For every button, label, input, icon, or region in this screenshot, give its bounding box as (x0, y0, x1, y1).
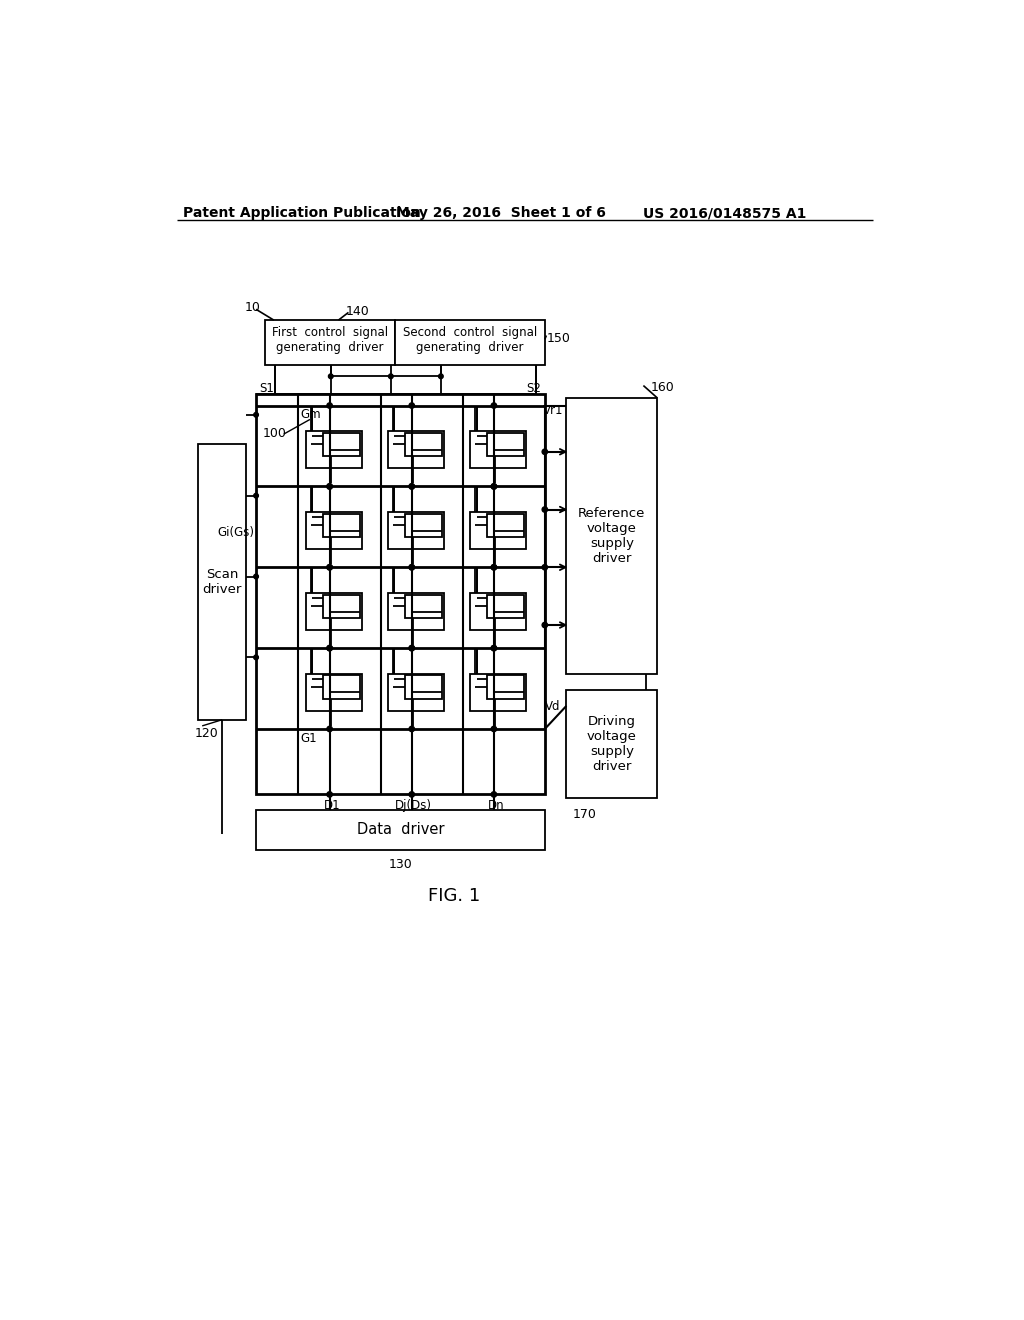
Bar (566, 397, 657, 673)
Circle shape (409, 792, 415, 797)
Bar (323, 513, 360, 537)
Text: Dn: Dn (487, 799, 505, 812)
Bar (470, 593, 526, 630)
Circle shape (409, 565, 415, 570)
Circle shape (327, 565, 333, 570)
Bar (265, 321, 394, 364)
Circle shape (492, 483, 497, 490)
Circle shape (327, 792, 333, 797)
Circle shape (409, 645, 415, 651)
Bar (388, 432, 443, 469)
Circle shape (327, 403, 333, 408)
Bar (470, 512, 526, 549)
Bar (306, 593, 361, 630)
Circle shape (409, 726, 415, 731)
Circle shape (492, 792, 497, 797)
Text: US 2016/0148575 A1: US 2016/0148575 A1 (643, 206, 806, 220)
Text: G1: G1 (301, 733, 317, 744)
Circle shape (438, 374, 443, 379)
Text: Scan
driver: Scan driver (203, 568, 242, 595)
Circle shape (492, 403, 497, 408)
Bar (470, 432, 526, 469)
Bar (487, 594, 524, 618)
Text: Gi(Gs): Gi(Gs) (217, 527, 255, 540)
Text: 120: 120 (195, 727, 218, 741)
Bar (199, 444, 246, 719)
Circle shape (492, 483, 497, 490)
Bar (306, 675, 361, 711)
Bar (406, 594, 442, 618)
Bar (256, 395, 545, 795)
Bar (323, 594, 360, 618)
Bar (470, 675, 526, 711)
Bar (388, 675, 443, 711)
Circle shape (409, 483, 415, 490)
Text: 10: 10 (245, 301, 260, 314)
Circle shape (542, 622, 548, 628)
Bar (487, 433, 524, 455)
Circle shape (254, 494, 258, 498)
Circle shape (542, 507, 548, 512)
Bar (394, 321, 545, 364)
Bar (323, 676, 360, 698)
Circle shape (327, 483, 333, 490)
Text: Driving
voltage
supply
driver: Driving voltage supply driver (587, 715, 637, 774)
Text: Vd: Vd (545, 700, 560, 713)
Circle shape (492, 645, 497, 651)
Circle shape (542, 449, 548, 454)
Text: 150: 150 (547, 331, 571, 345)
Text: 170: 170 (572, 808, 596, 821)
Text: Second  control  signal
generating  driver: Second control signal generating driver (402, 326, 537, 354)
Text: May 26, 2016  Sheet 1 of 6: May 26, 2016 Sheet 1 of 6 (396, 206, 606, 220)
Bar (306, 512, 361, 549)
Circle shape (492, 565, 497, 570)
Bar (566, 690, 657, 799)
Text: Data  driver: Data driver (356, 822, 444, 837)
Circle shape (327, 726, 333, 731)
Text: S1: S1 (259, 381, 274, 395)
Bar (388, 593, 443, 630)
Circle shape (327, 645, 333, 651)
Text: 100: 100 (262, 428, 286, 440)
Bar (406, 513, 442, 537)
Circle shape (542, 565, 548, 570)
Text: S2: S2 (526, 381, 542, 395)
Circle shape (327, 483, 333, 490)
Circle shape (409, 483, 415, 490)
Circle shape (492, 645, 497, 651)
Circle shape (254, 574, 258, 578)
Circle shape (492, 565, 497, 570)
Bar (388, 512, 443, 549)
Bar (487, 513, 524, 537)
Text: D1: D1 (324, 799, 340, 812)
Bar (406, 676, 442, 698)
Text: Gm: Gm (301, 408, 322, 421)
Text: Dj(Ds): Dj(Ds) (395, 799, 432, 812)
Circle shape (388, 374, 393, 379)
Circle shape (409, 645, 415, 651)
Text: Reference
voltage
supply
driver: Reference voltage supply driver (579, 507, 645, 565)
Text: 160: 160 (651, 381, 675, 393)
Bar (306, 432, 361, 469)
Circle shape (329, 374, 333, 379)
Bar (406, 433, 442, 455)
Circle shape (327, 565, 333, 570)
Text: 130: 130 (389, 858, 413, 871)
Bar (323, 433, 360, 455)
Circle shape (409, 403, 415, 408)
Circle shape (254, 413, 258, 417)
Text: 140: 140 (346, 305, 370, 318)
Circle shape (409, 565, 415, 570)
Circle shape (327, 645, 333, 651)
Bar (256, 810, 545, 850)
Text: Patent Application Publication: Patent Application Publication (183, 206, 421, 220)
Text: Vr1: Vr1 (544, 404, 564, 417)
Bar (487, 676, 524, 698)
Circle shape (254, 655, 258, 660)
Circle shape (492, 726, 497, 731)
Text: First  control  signal
generating  driver: First control signal generating driver (272, 326, 388, 354)
Text: FIG. 1: FIG. 1 (428, 887, 480, 904)
